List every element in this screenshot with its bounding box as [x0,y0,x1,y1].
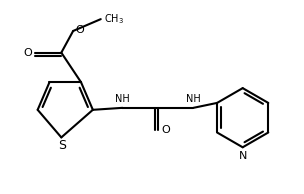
Text: S: S [58,139,66,152]
Text: NH: NH [115,94,130,104]
Text: O: O [23,48,32,58]
Text: N: N [239,151,247,161]
Text: NH: NH [186,94,201,104]
Text: CH$_3$: CH$_3$ [104,12,124,26]
Text: O: O [161,125,170,134]
Text: O: O [76,25,85,35]
